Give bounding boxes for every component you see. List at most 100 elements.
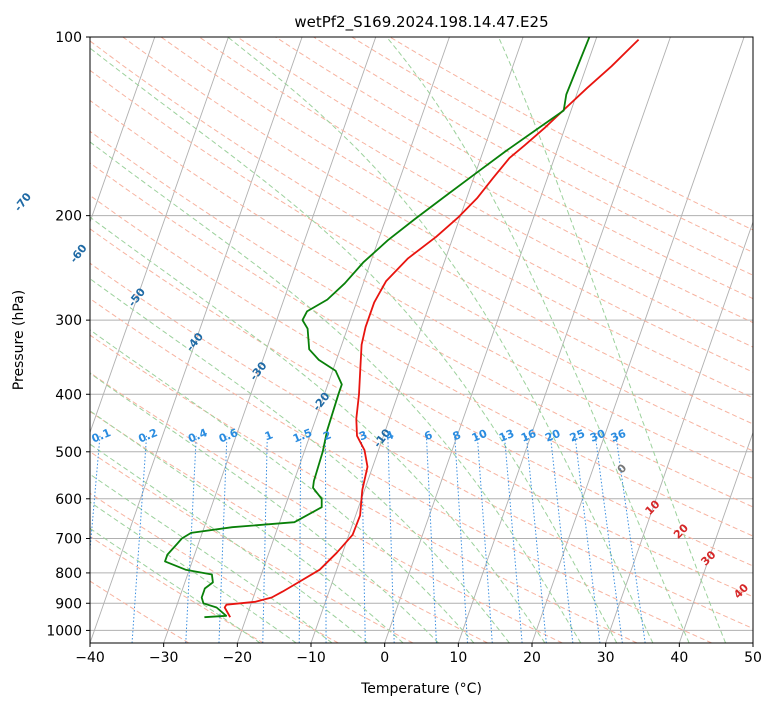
mixing-ratio-label: 8: [451, 428, 463, 443]
mixing-ratio-line: [185, 435, 197, 643]
y-tick-label: 700: [55, 532, 82, 548]
mixing-ratio-label: 36: [609, 427, 628, 445]
moist-adiabat-label: 10: [643, 497, 663, 517]
dry-adiabat: [90, 130, 753, 508]
dry-adiabat: [90, 410, 488, 643]
mixing-ratio-label: 25: [568, 427, 587, 445]
dry-adiabat: [90, 372, 563, 643]
y-tick-label: 200: [55, 209, 82, 225]
x-tick-label: −40: [75, 650, 105, 666]
mixing-ratio-line: [360, 435, 366, 643]
dry-adiabat: [90, 69, 753, 452]
mixing-ratio-label: 10: [470, 427, 489, 445]
dry-adiabat: [389, 37, 753, 231]
x-tick-label: 40: [670, 650, 688, 666]
mixing-ratio-line: [218, 435, 228, 643]
mixing-ratio-label: 6: [422, 428, 434, 443]
isotherm-line: [0, 37, 7, 643]
x-tick-label: −20: [223, 650, 253, 666]
dry-adiabat: [90, 40, 753, 425]
isotherm-line: [605, 220, 753, 643]
mixing-ratio-line: [90, 435, 101, 556]
moist-adiabat: [386, 37, 690, 643]
isotherm-label: -40: [184, 330, 207, 354]
y-tick-label: 500: [55, 445, 82, 461]
moist-adiabat: [90, 141, 582, 643]
dry-adiabat: [275, 37, 753, 300]
x-tick-label: 10: [449, 650, 467, 666]
mixing-ratio-label: 1.5: [291, 426, 314, 445]
y-tick-label: 600: [55, 492, 82, 508]
mixing-ratio-line: [298, 435, 302, 643]
moist-adiabat-label: 40: [731, 581, 751, 601]
mixing-ratio-line: [454, 435, 469, 643]
mixing-ratio-label: 0.4: [186, 426, 209, 445]
moist-adiabat: [90, 473, 333, 643]
moist-adiabat: [90, 329, 475, 643]
y-tick-label: 1000: [46, 623, 82, 639]
moist-adiabat: [90, 527, 261, 643]
isotherm-line: [678, 431, 753, 643]
mixing-ratio-label: 0.2: [136, 426, 159, 445]
mixing-ratio-label: 20: [543, 427, 562, 445]
y-tick-label: 100: [55, 30, 82, 46]
isotherm-line: [90, 37, 303, 643]
isotherm-line: [531, 37, 745, 643]
mixing-ratio-label: 30: [588, 427, 607, 445]
isotherm-label: -20: [310, 389, 333, 413]
mixing-ratio-line: [574, 435, 601, 643]
isotherm-line: [90, 37, 229, 434]
mixing-ratio-line: [476, 435, 493, 643]
isotherm-line: [752, 641, 753, 643]
isotherm-label: -60: [67, 241, 90, 265]
moist-adiabat: [227, 37, 654, 643]
x-tick-label: 0: [380, 650, 389, 666]
moist-adiabat: [498, 37, 727, 643]
dry-adiabat: [90, 580, 190, 643]
moist-adiabat: [90, 443, 369, 643]
y-tick-label: 400: [55, 387, 82, 403]
mixing-ratio-label: 0.6: [217, 426, 240, 445]
moist-adiabat: [90, 410, 404, 643]
dry-adiabat: [160, 37, 753, 373]
mixing-ratio-label: 2: [321, 428, 333, 443]
mixing-ratio-line: [503, 435, 523, 643]
dry-adiabat: [90, 298, 712, 643]
y-axis-label: Pressure (hPa): [11, 290, 27, 390]
moist-adiabat-label: 30: [698, 548, 718, 568]
moist-adiabat-label: 0: [615, 461, 630, 476]
x-axis-label: Temperature (°C): [360, 681, 482, 697]
isotherm-label: -70: [12, 190, 35, 214]
dry-adiabat: [122, 37, 753, 399]
dry-adiabat: [90, 492, 339, 643]
y-tick-label: 800: [55, 566, 82, 582]
mixing-ratio-label: 16: [519, 427, 538, 445]
mixing-ratio-line: [324, 435, 327, 643]
plot-frame: [89, 36, 754, 644]
isotherm-label: -30: [247, 359, 270, 383]
mixing-ratio-label: 0.1: [90, 426, 113, 445]
dry-adiabat: [90, 99, 753, 480]
moist-adiabat: [90, 47, 618, 643]
dry-adiabat: [198, 37, 753, 348]
y-tick-label: 300: [55, 313, 82, 329]
x-tick-label: −30: [149, 650, 179, 666]
moist-adiabat: [90, 216, 546, 643]
dry-adiabat: [90, 262, 753, 630]
dry-adiabat: [90, 451, 414, 643]
temperature-profile-line: [223, 38, 640, 618]
isotherm-line: [90, 37, 156, 224]
moist-adiabat: [90, 501, 297, 643]
dry-adiabat: [90, 194, 753, 567]
moist-adiabat: [90, 278, 510, 643]
dry-adiabat: [90, 535, 264, 643]
mixing-ratio-label: 3: [357, 428, 369, 443]
isotherm-line: [163, 37, 377, 643]
x-tick-label: −10: [296, 650, 326, 666]
isotherm-line: [457, 37, 671, 643]
mixing-ratio-line: [387, 435, 395, 643]
y-tick-label: 900: [55, 596, 82, 612]
x-tick-label: 50: [744, 650, 762, 666]
mixing-ratio-line: [425, 435, 437, 643]
